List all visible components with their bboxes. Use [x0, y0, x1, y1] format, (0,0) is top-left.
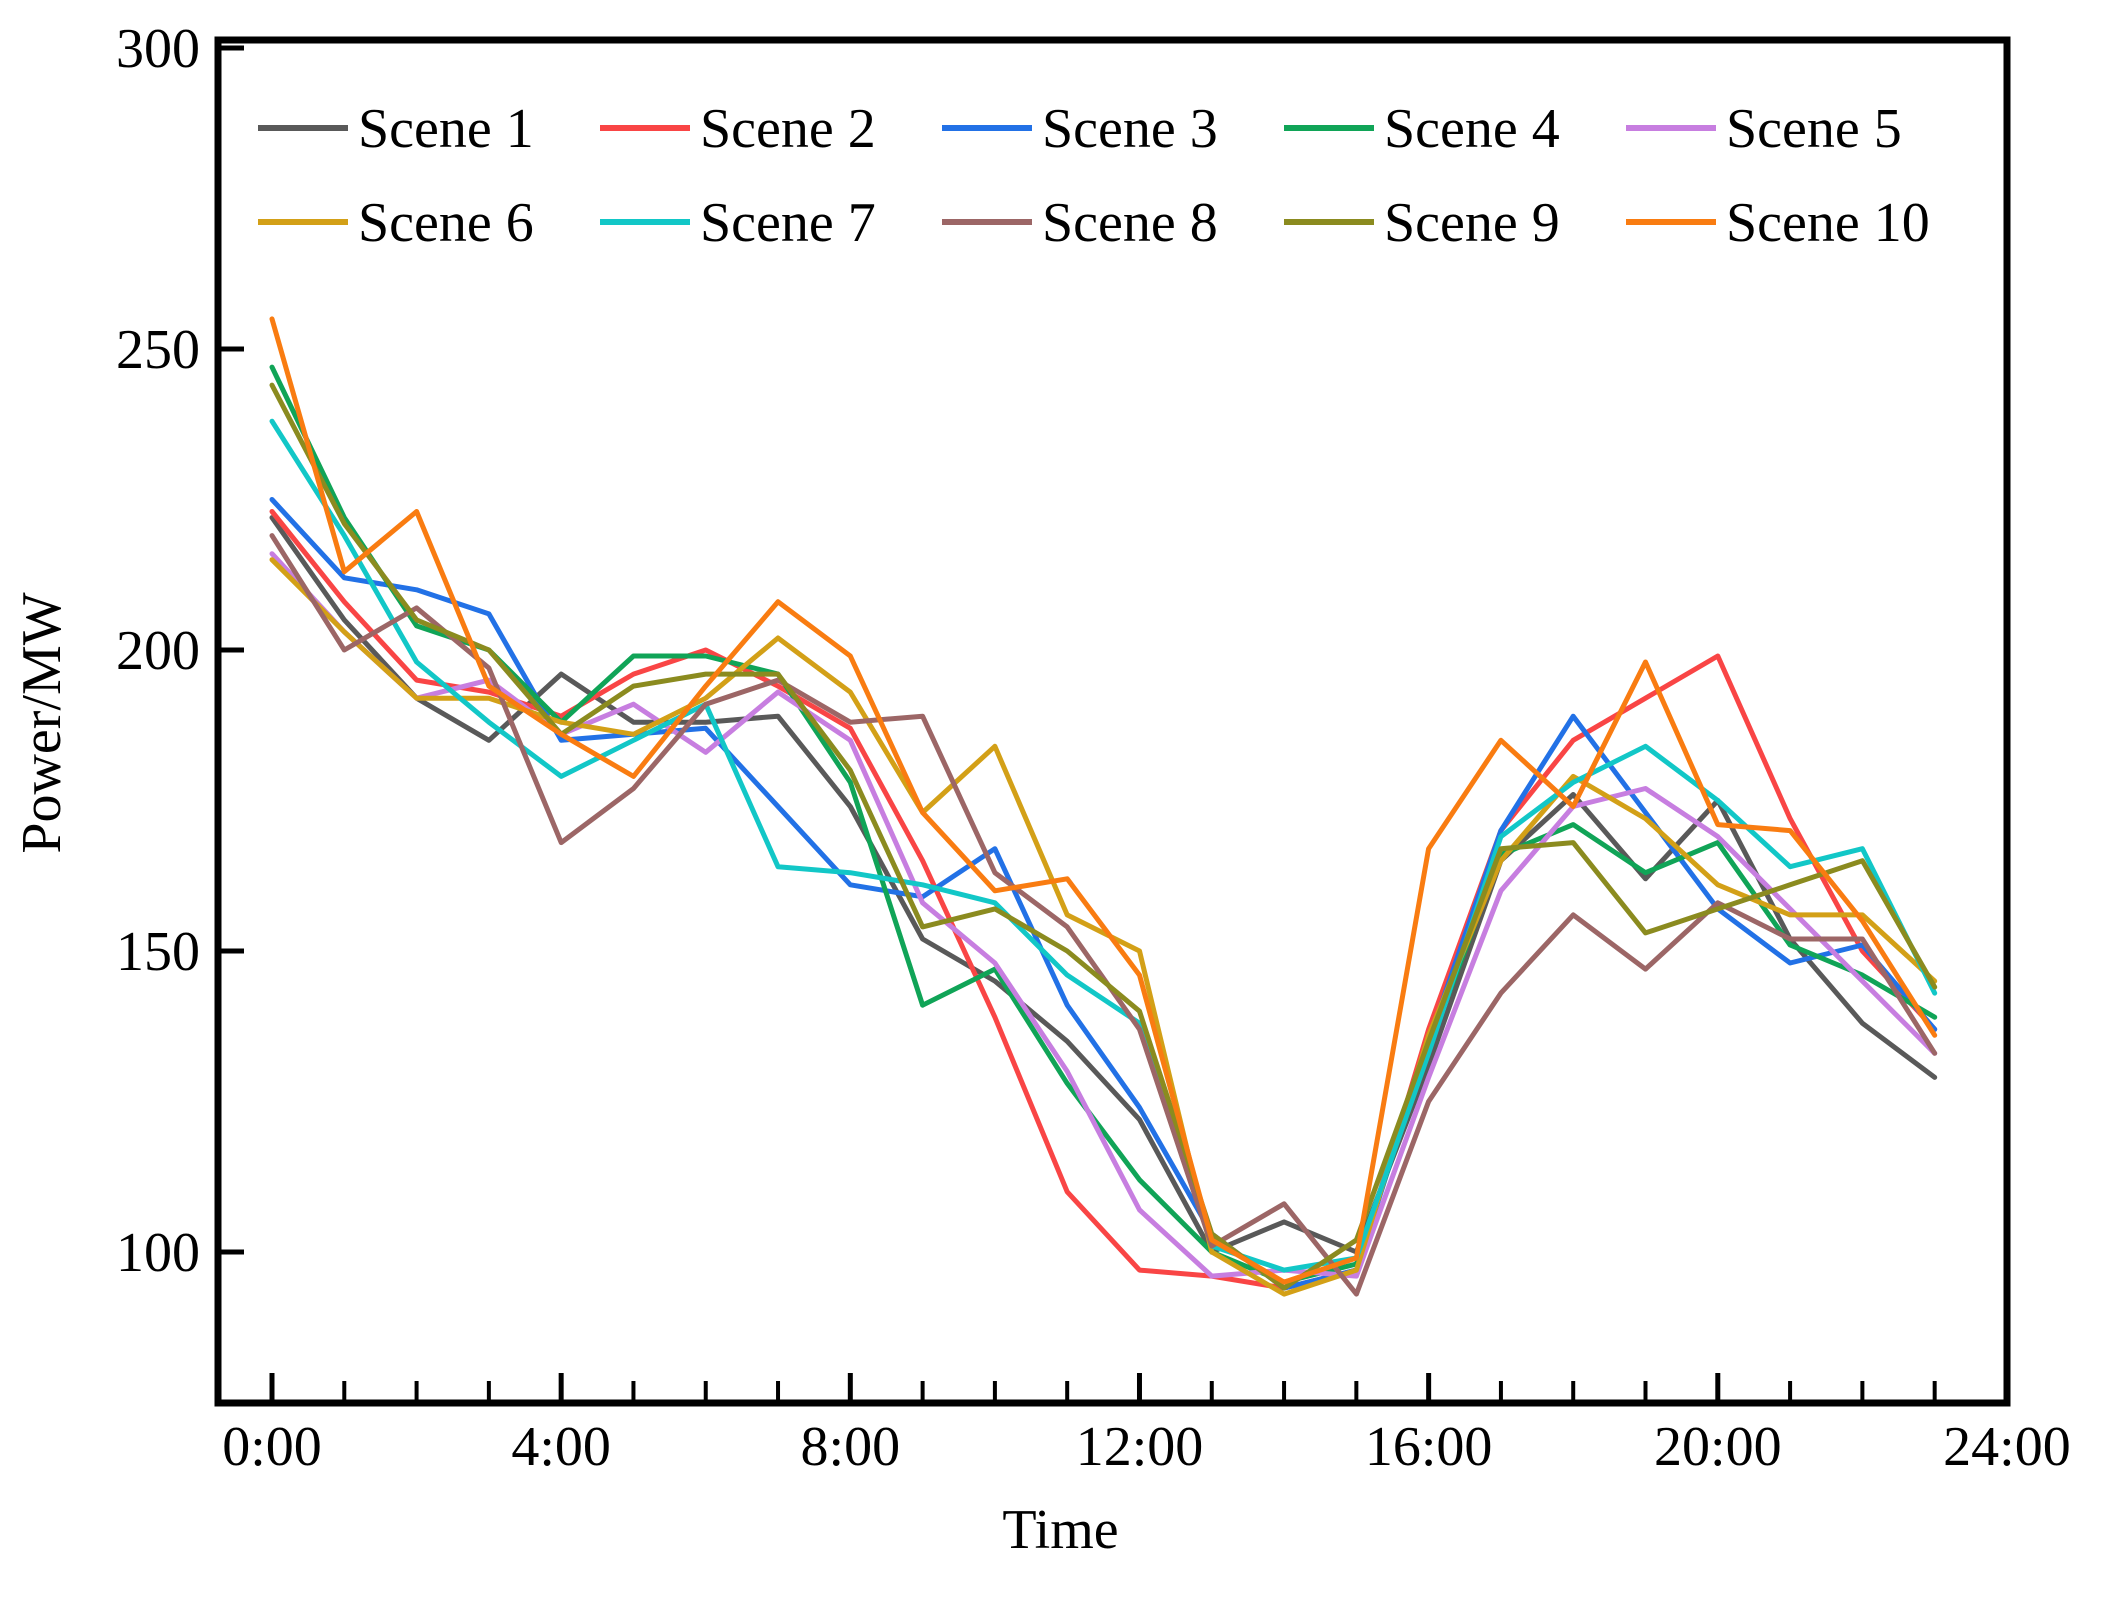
legend-item-scene-6: Scene 6 — [258, 192, 534, 254]
legend-label: Scene 7 — [700, 192, 876, 254]
x-tick-label: 8:00 — [801, 1416, 901, 1478]
series-line-scene-2 — [269, 509, 1938, 1291]
y-tick-label: 300 — [116, 18, 200, 80]
legend-item-scene-7: Scene 7 — [600, 192, 876, 254]
x-tick-label: 4:00 — [511, 1416, 611, 1478]
legend-item-scene-10: Scene 10 — [1626, 192, 1930, 254]
legend-label: Scene 6 — [358, 192, 534, 254]
legend-label: Scene 9 — [1384, 192, 1560, 254]
legend-item-scene-9: Scene 9 — [1284, 192, 1560, 254]
plot-border — [214, 36, 2011, 1407]
series-line-scene-7 — [269, 418, 1938, 1273]
legend-item-scene-4: Scene 4 — [1284, 98, 1560, 160]
y-tick-label: 250 — [116, 319, 200, 381]
legend-label: Scene 2 — [700, 98, 876, 160]
series-line-scene-8 — [269, 533, 1938, 1297]
legend-label: Scene 4 — [1384, 98, 1560, 160]
legend-item-scene-2: Scene 2 — [600, 98, 876, 160]
series-line-scene-3 — [269, 497, 1938, 1291]
x-axis-label: Time — [1002, 1499, 1119, 1561]
y-tick-label: 150 — [116, 921, 200, 983]
series-line-scene-10 — [269, 316, 1938, 1285]
x-tick-label: 0:00 — [222, 1416, 322, 1478]
series-line-scene-9 — [269, 382, 1938, 1291]
legend-label: Scene 3 — [1042, 98, 1218, 160]
y-axis-label: Power/MW — [11, 592, 73, 854]
x-tick-label: 24:00 — [1943, 1416, 2071, 1478]
legend-item-scene-1: Scene 1 — [258, 98, 534, 160]
legend-item-scene-5: Scene 5 — [1626, 98, 1902, 160]
legend-label: Scene 1 — [358, 98, 534, 160]
series-line-scene-4 — [269, 364, 1938, 1285]
legend-label: Scene 5 — [1726, 98, 1902, 160]
legend-label: Scene 8 — [1042, 192, 1218, 254]
legend-item-scene-8: Scene 8 — [942, 192, 1218, 254]
x-tick-label: 16:00 — [1365, 1416, 1493, 1478]
x-tick-label: 20:00 — [1654, 1416, 1782, 1478]
series-line-scene-5 — [269, 551, 1938, 1279]
x-tick-label: 12:00 — [1076, 1416, 1204, 1478]
y-tick-label: 100 — [116, 1222, 200, 1284]
y-tick-label: 200 — [116, 620, 200, 682]
legend-item-scene-3: Scene 3 — [942, 98, 1218, 160]
legend-label: Scene 10 — [1726, 192, 1930, 254]
